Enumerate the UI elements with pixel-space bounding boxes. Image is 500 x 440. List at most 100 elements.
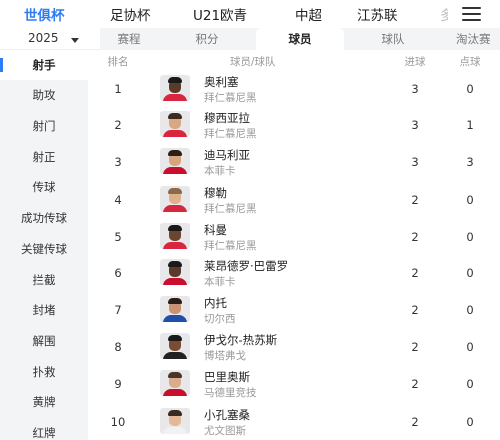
- table-row[interactable]: 8 伊戈尔-热苏斯 博塔弗戈 2 0: [100, 329, 500, 365]
- goals-cell: 2: [411, 266, 419, 280]
- sidebar-item-yellow-cards[interactable]: 黄牌: [0, 387, 88, 417]
- goals-cell: 3: [411, 155, 419, 169]
- sidebar-item-passes[interactable]: 传球: [0, 172, 88, 202]
- rank-cell: 6: [114, 266, 122, 280]
- table-row[interactable]: 7 内托切尔西 2 0: [100, 292, 500, 328]
- sidebar-item-successful-passes[interactable]: 成功传球: [0, 203, 88, 233]
- player-avatar: [160, 223, 190, 249]
- top-tab-club-world-cup[interactable]: 世俱杯: [24, 8, 65, 24]
- player-avatar: [160, 408, 190, 434]
- goals-cell: 2: [411, 193, 419, 207]
- player-avatar: [160, 259, 190, 285]
- top-tab-jiangsu-league[interactable]: 江苏联: [357, 8, 398, 24]
- sub-tab-standings[interactable]: 积分: [195, 32, 219, 46]
- sidebar-item-label: 黄牌: [32, 395, 56, 409]
- sidebar-item-red-cards[interactable]: 红牌: [0, 418, 88, 440]
- player-name[interactable]: 迪马利亚: [204, 148, 250, 162]
- sidebar-item-interceptions[interactable]: 拦截: [0, 265, 88, 295]
- penalties-cell: 0: [466, 266, 474, 280]
- player-avatar: [160, 333, 190, 359]
- goals-cell: 2: [411, 377, 419, 391]
- player-avatar: [160, 148, 190, 174]
- sidebar-item-scorers[interactable]: 射手: [0, 50, 88, 80]
- goals-cell: 2: [411, 340, 419, 354]
- table-row[interactable]: 5 科曼 拜仁慕尼黑 2 0: [100, 219, 500, 255]
- table-row[interactable]: 1 奥利塞 拜仁慕尼黑 3 0: [100, 71, 500, 107]
- sub-tab-bar: 赛程 积分 球员 球队 淘汰赛: [100, 28, 500, 50]
- player-name[interactable]: 穆勒: [204, 186, 227, 200]
- header-goals: 进球: [404, 56, 426, 68]
- player-team: 马德里竞技: [204, 387, 257, 399]
- player-name[interactable]: 奥利塞: [204, 75, 239, 89]
- rank-cell: 9: [114, 377, 122, 391]
- season-selector[interactable]: 2025: [0, 28, 100, 50]
- table-row[interactable]: 2 穆西亚拉 拜仁慕尼黑 3 1: [100, 107, 500, 143]
- sidebar-item-label: 封堵: [32, 303, 56, 317]
- player-team: 尤文图斯: [204, 425, 246, 437]
- table-row[interactable]: 9 巴里奥斯 马德里竞技 2 0: [100, 366, 500, 402]
- sidebar-item-key-passes[interactable]: 关键传球: [0, 234, 88, 264]
- player-avatar: [160, 111, 190, 137]
- player-avatar: [160, 75, 190, 101]
- header-player-team: 球员/球队: [230, 56, 276, 68]
- player-avatar: [160, 370, 190, 396]
- sidebar-item-shots-on-target[interactable]: 射正: [0, 142, 88, 172]
- rank-cell: 10: [110, 415, 126, 429]
- player-team: 拜仁慕尼黑: [204, 203, 257, 215]
- player-team: 切尔西: [204, 313, 236, 325]
- season-value: 2025: [28, 31, 59, 45]
- sidebar-item-label: 红牌: [32, 426, 56, 440]
- penalties-cell: 0: [466, 230, 474, 244]
- player-team: 拜仁慕尼黑: [204, 128, 257, 140]
- sidebar-item-label: 扑救: [32, 365, 56, 379]
- player-name[interactable]: 莱昂德罗·巴雷罗: [204, 259, 289, 273]
- sub-tab-players[interactable]: 球员: [256, 28, 344, 50]
- top-tab-csl[interactable]: 中超: [295, 8, 322, 24]
- rank-cell: 5: [114, 230, 122, 244]
- table-row[interactable]: 6 莱昂德罗·巴雷罗 本菲卡 2 0: [100, 255, 500, 291]
- goals-cell: 3: [411, 82, 419, 96]
- hamburger-menu-icon[interactable]: [462, 7, 481, 21]
- penalties-cell: 0: [466, 303, 474, 317]
- rank-cell: 7: [114, 303, 122, 317]
- rank-cell: 8: [114, 340, 122, 354]
- sidebar-item-label: 射手: [32, 58, 56, 72]
- top-tab-fa-cup[interactable]: 足协杯: [110, 8, 151, 24]
- active-indicator: [0, 58, 3, 72]
- sidebar-item-clearances[interactable]: 解围: [0, 326, 88, 356]
- player-avatar: [160, 186, 190, 212]
- rank-cell: 1: [114, 82, 122, 96]
- table-row[interactable]: 4 穆勒 拜仁慕尼黑 2 0: [100, 182, 500, 218]
- sidebar-item-label: 助攻: [32, 88, 56, 102]
- player-name[interactable]: 穆西亚拉: [204, 111, 250, 125]
- sidebar-item-saves[interactable]: 扑救: [0, 357, 88, 387]
- goals-cell: 2: [411, 303, 419, 317]
- penalties-cell: 0: [466, 82, 474, 96]
- player-name[interactable]: 内托: [204, 296, 227, 310]
- rank-cell: 2: [114, 118, 122, 132]
- penalties-cell: 0: [466, 193, 474, 207]
- sidebar-item-label: 传球: [32, 180, 56, 194]
- sub-tab-schedule[interactable]: 赛程: [117, 32, 141, 46]
- header-penalties: 点球: [459, 56, 481, 68]
- sidebar-item-shots[interactable]: 射门: [0, 111, 88, 141]
- player-name[interactable]: 伊戈尔-热苏斯: [204, 333, 278, 347]
- stat-category-sidebar: 射手 助攻 射门 射正 传球 成功传球 关键传球 拦截 封堵 解围 扑救 黄牌 …: [0, 50, 88, 440]
- sidebar-item-label: 成功传球: [21, 211, 67, 225]
- top-tab-more[interactable]: 多: [440, 8, 448, 24]
- header-rank: 排名: [107, 56, 129, 68]
- table-row[interactable]: 3 迪马利亚 本菲卡 3 3: [100, 144, 500, 180]
- sidebar-item-label: 关键传球: [21, 242, 67, 256]
- player-name[interactable]: 科曼: [204, 223, 227, 237]
- goals-cell: 2: [411, 230, 419, 244]
- rank-cell: 3: [114, 155, 122, 169]
- sub-tab-knockout[interactable]: 淘汰赛: [456, 32, 491, 46]
- top-tab-u21-euro[interactable]: U21欧青: [193, 8, 248, 24]
- sidebar-item-assists[interactable]: 助攻: [0, 80, 88, 110]
- player-name[interactable]: 巴里奥斯: [204, 370, 250, 384]
- player-name[interactable]: 小孔塞桑: [204, 408, 250, 422]
- top-navigation: 世俱杯 足协杯 U21欧青 中超 江苏联 多: [0, 0, 500, 28]
- sidebar-item-blocks[interactable]: 封堵: [0, 295, 88, 325]
- table-row[interactable]: 10 小孔塞桑 尤文图斯 2 0: [100, 404, 500, 440]
- sub-tab-teams[interactable]: 球队: [381, 32, 405, 46]
